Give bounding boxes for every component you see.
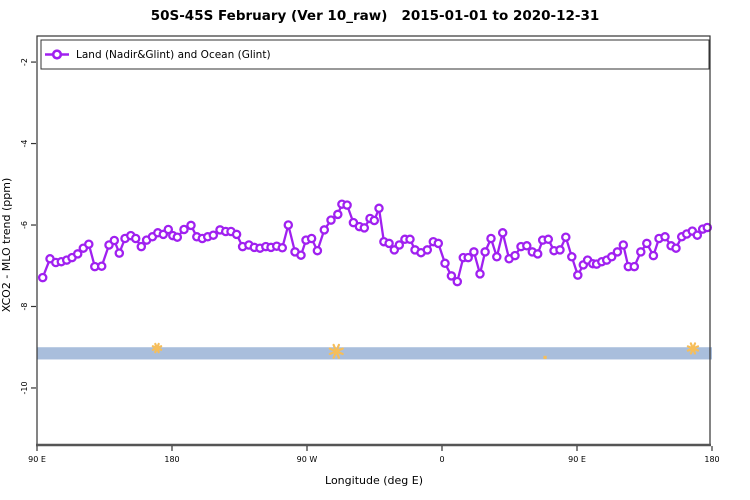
flag-dot-icon — [543, 355, 547, 360]
data-point-marker — [561, 232, 571, 242]
data-point-marker — [333, 209, 343, 220]
data-point-marker — [440, 258, 450, 269]
x-tick-label: 180 — [704, 455, 719, 464]
data-point-marker — [136, 241, 147, 252]
data-point-marker — [612, 247, 623, 257]
data-point-marker — [446, 271, 457, 281]
data-point-marker — [543, 234, 554, 245]
data-point-marker — [172, 232, 183, 242]
x-tick-label: 180 — [164, 455, 179, 464]
y-tick-label: -10 — [20, 381, 29, 394]
data-point-marker — [84, 239, 94, 249]
x-tick-label: 0 — [439, 455, 444, 464]
data-point-marker — [492, 252, 502, 262]
data-point-marker — [163, 224, 174, 235]
data-point-marker — [114, 248, 125, 258]
legend-box — [40, 39, 710, 70]
data-point-marker — [179, 224, 189, 235]
data-point-marker — [277, 243, 288, 253]
flag-star-icon — [155, 345, 163, 350]
legend-marker-icon — [51, 49, 63, 60]
legend-label: Land (Nadir&Glint) and Ocean (Glint) — [76, 49, 271, 61]
data-point-marker — [326, 215, 336, 225]
data-point-marker — [522, 241, 532, 251]
data-point-marker — [618, 240, 629, 250]
x-tick-label: 90 E — [568, 455, 586, 464]
data-point-marker — [573, 270, 583, 280]
data-point-marker — [319, 225, 330, 235]
chart-title: 50S-45S February (Ver 10_raw) 2015-01-01… — [150, 8, 600, 24]
data-point-marker — [629, 261, 640, 272]
y-tick-label: -4 — [20, 140, 29, 148]
data-point-marker — [463, 252, 473, 263]
data-point-marker — [384, 238, 394, 249]
data-point-marker — [109, 235, 120, 246]
flag-star-icon — [335, 347, 344, 353]
data-point-marker — [642, 238, 652, 249]
data-point-marker — [510, 250, 520, 261]
flagged-band-layer — [37, 347, 712, 360]
data-point-marker — [37, 272, 48, 283]
y-tick-label: -8 — [20, 303, 29, 311]
data-point-marker — [306, 233, 317, 244]
axes-frame-layer — [36, 35, 711, 447]
y-tick-label: -6 — [20, 221, 29, 229]
data-point-marker — [72, 249, 83, 259]
data-point-marker — [186, 220, 196, 231]
data-point-marker — [96, 261, 107, 271]
data-point-marker — [692, 230, 703, 240]
data-point-marker — [312, 245, 323, 256]
data-point-marker — [636, 247, 646, 257]
data-point-marker — [208, 230, 219, 240]
data-point-marker — [422, 245, 433, 255]
data-point-marker — [359, 223, 370, 233]
data-series-layer — [37, 199, 713, 287]
legend-layer: Land (Nadir&Glint) and Ocean (Glint) — [40, 39, 710, 70]
data-point-marker — [475, 269, 485, 279]
data-point-marker — [480, 247, 490, 257]
data-point-marker — [486, 233, 496, 244]
data-point-marker — [374, 203, 384, 214]
y-axis-label: XCO2 - MLO trend (ppm) — [0, 178, 13, 313]
data-point-marker — [469, 247, 479, 257]
flag-marks-layer — [151, 342, 700, 360]
data-point-marker — [130, 233, 141, 244]
data-point-marker — [660, 232, 670, 242]
data-point-marker — [532, 249, 543, 259]
data-point-marker — [671, 243, 681, 253]
uncertainty-band — [37, 347, 712, 360]
data-point-marker — [648, 250, 659, 261]
x-axis-label: Longitude (deg E) — [325, 474, 423, 487]
data-point-marker — [231, 229, 242, 240]
data-point-marker — [342, 200, 352, 210]
data-point-marker — [497, 228, 508, 238]
axis-ticks-layer: 90 E 180 90 W 0 90 E 180 -2 -4 -6 -8 -10 — [20, 58, 720, 464]
flag-star-icon — [691, 345, 700, 350]
y-tick-label: -2 — [20, 58, 29, 66]
data-point-marker — [567, 252, 577, 262]
x-tick-label: 90 W — [297, 455, 318, 464]
data-point-marker — [394, 240, 405, 250]
data-point-marker — [702, 222, 713, 233]
data-point-marker — [452, 276, 463, 287]
data-point-marker — [606, 252, 617, 262]
data-point-marker — [433, 238, 444, 249]
x-tick-label: 90 E — [28, 455, 46, 464]
data-point-marker — [296, 250, 306, 260]
data-point-marker — [283, 220, 294, 230]
data-point-marker — [405, 234, 415, 245]
data-point-marker — [555, 245, 565, 255]
data-point-marker — [369, 215, 380, 226]
